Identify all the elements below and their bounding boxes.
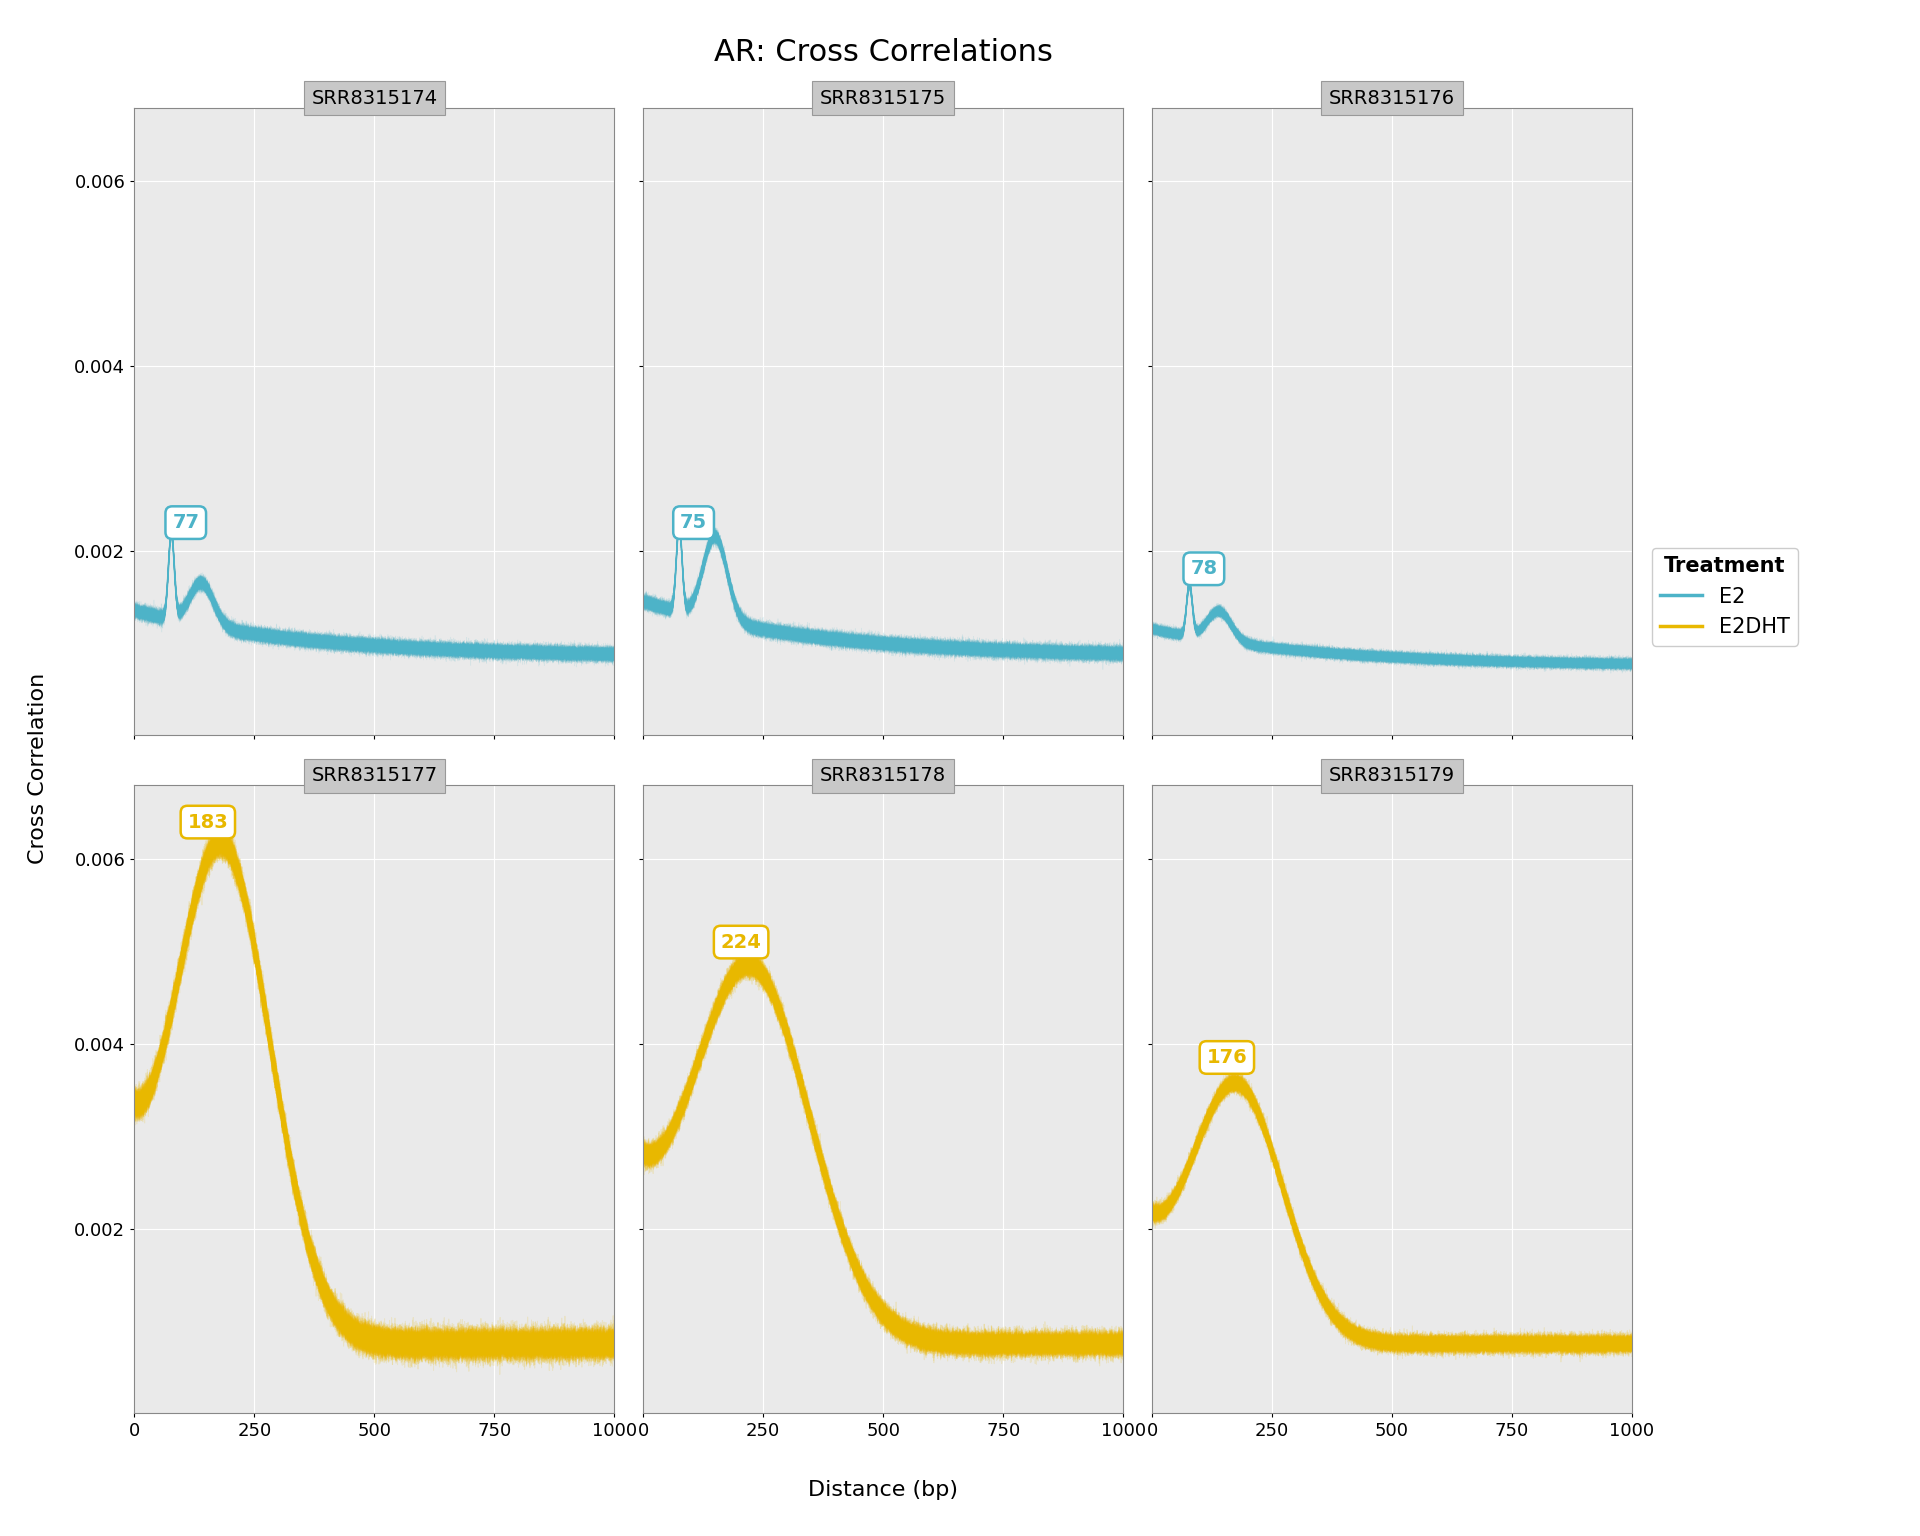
Text: AR: Cross Correlations: AR: Cross Correlations	[714, 38, 1052, 68]
Text: 224: 224	[720, 932, 762, 952]
Text: 176: 176	[1206, 1048, 1248, 1068]
Text: 75: 75	[680, 513, 707, 531]
Text: SRR8315178: SRR8315178	[820, 766, 947, 785]
Text: SRR8315176: SRR8315176	[1329, 89, 1455, 108]
Text: Cross Correlation: Cross Correlation	[29, 673, 48, 863]
Text: SRR8315174: SRR8315174	[311, 89, 438, 108]
Text: Distance (bp): Distance (bp)	[808, 1479, 958, 1501]
Text: SRR8315175: SRR8315175	[820, 89, 947, 108]
Text: 183: 183	[188, 813, 228, 831]
Text: SRR8315179: SRR8315179	[1329, 766, 1455, 785]
Text: SRR8315177: SRR8315177	[311, 766, 438, 785]
Text: 78: 78	[1190, 559, 1217, 578]
Legend: E2, E2DHT: E2, E2DHT	[1651, 548, 1797, 645]
Text: 77: 77	[173, 513, 200, 531]
